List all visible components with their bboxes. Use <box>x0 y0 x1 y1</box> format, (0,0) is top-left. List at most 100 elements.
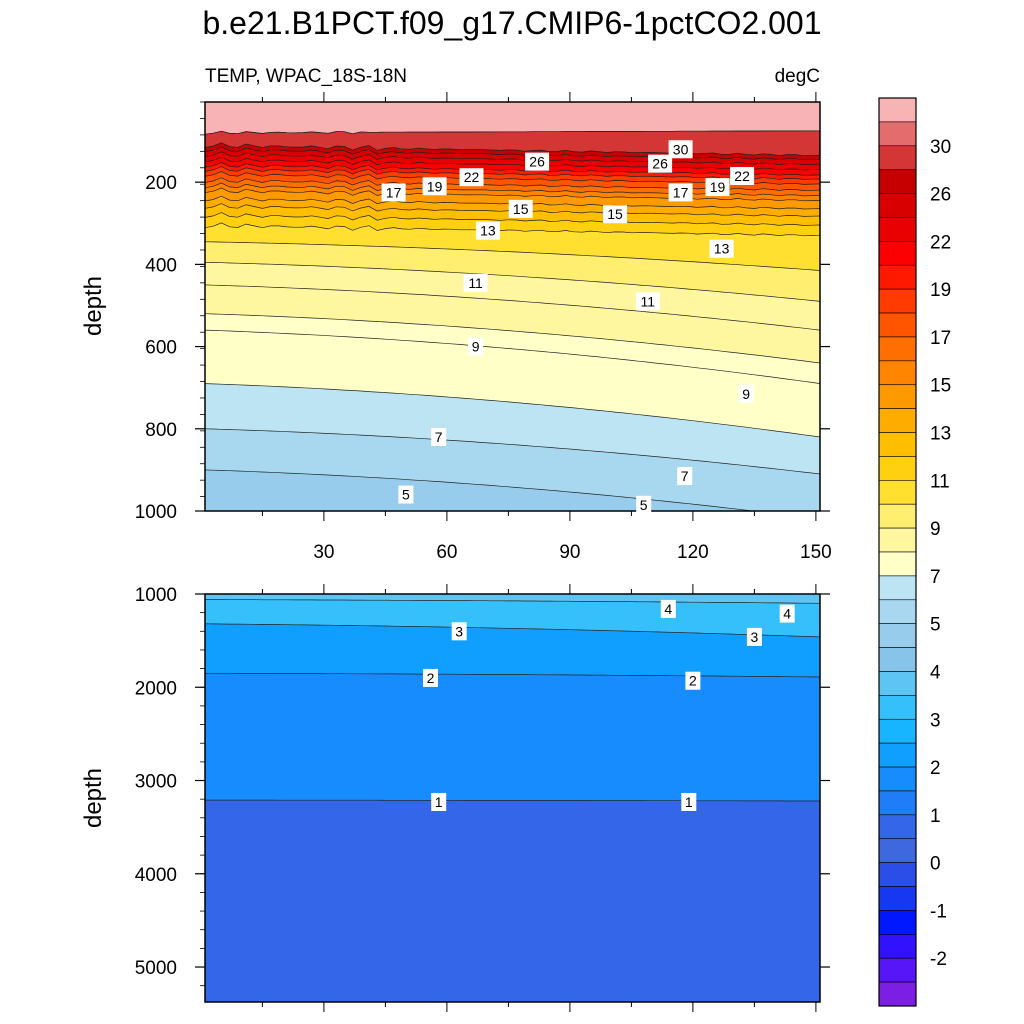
contour-label: 17 <box>673 184 689 200</box>
colorbar-label: 7 <box>930 567 941 588</box>
colorbar-swatch <box>878 456 917 481</box>
contour-label: 19 <box>710 179 726 195</box>
contour-label-box <box>746 627 762 646</box>
colorbar-swatch <box>878 264 917 290</box>
colorbar-swatch <box>878 957 917 983</box>
y-tick-label: 800 <box>145 420 177 441</box>
colorbar-swatch <box>878 121 917 147</box>
isotherm-line <box>205 536 820 552</box>
isotherm-line <box>205 146 820 161</box>
colorbar-swatch <box>878 145 917 170</box>
y-tick-label: 5000 <box>135 958 177 979</box>
isotherm-line <box>205 130 820 135</box>
contour-label-box <box>677 467 693 486</box>
colorbar-swatch <box>878 360 917 386</box>
isotherm-line <box>205 166 820 180</box>
contour-label-box <box>459 168 484 187</box>
colorbar-label: 17 <box>930 328 951 349</box>
colorbar-swatch <box>878 766 917 792</box>
contour-label: 11 <box>468 275 483 291</box>
filled-bands <box>205 594 820 1002</box>
contour-label-box <box>525 152 550 171</box>
contour-label: 4 <box>783 606 791 622</box>
contour-label-box <box>685 671 701 690</box>
colorbar-swatch <box>878 886 917 911</box>
colorbar-label: 1 <box>930 806 941 827</box>
contour-label-box <box>423 668 438 687</box>
contour-label: 1 <box>435 794 443 810</box>
contour-label-box <box>422 177 447 196</box>
colorbar-frame <box>878 97 917 1007</box>
isotherm-line <box>205 428 820 475</box>
colorbar-swatch <box>878 790 917 816</box>
y-tick-label: 200 <box>145 173 177 194</box>
isotherm-line <box>205 623 820 638</box>
colorbar-label: 0 <box>930 854 941 875</box>
isotherm-line <box>205 672 820 678</box>
contour-label: 17 <box>386 184 402 200</box>
y-tick-label: 1000 <box>135 502 177 523</box>
colorbar-label: 15 <box>930 376 951 397</box>
colorbar-swatch <box>878 862 917 887</box>
contour-label-box <box>668 183 693 202</box>
colorbar-swatch <box>878 384 917 409</box>
colorbar-swatch <box>878 551 917 577</box>
isotherm-line <box>205 599 820 604</box>
contour-label: 5 <box>402 487 410 503</box>
isotherm-line <box>205 187 820 202</box>
variable-region-label: TEMP, WPAC_18S-18N <box>205 66 407 87</box>
colorbar-swatch <box>878 312 917 338</box>
contour-label: 7 <box>681 468 689 484</box>
contour-label-box <box>635 292 660 311</box>
colorbar-label: -2 <box>930 949 947 970</box>
x-tick-label: 30 <box>313 542 334 563</box>
contour-label-box <box>475 221 500 240</box>
contour-label-box <box>468 337 484 356</box>
contour-label-box <box>451 622 467 641</box>
contour-label: 13 <box>480 223 496 239</box>
contour-label: 26 <box>529 154 545 170</box>
contour-label-box <box>648 154 673 173</box>
colorbar-label: 19 <box>930 280 951 301</box>
colorbar-label: 30 <box>930 137 951 158</box>
colorbar-swatch <box>878 432 917 457</box>
colorbar-label: 9 <box>930 519 941 540</box>
contour-label: 13 <box>714 241 730 257</box>
colorbar-label: 3 <box>930 710 941 731</box>
contour-label-box <box>381 183 406 202</box>
contour-label: 4 <box>664 601 672 617</box>
contour-label: 9 <box>472 339 480 355</box>
isotherm-line <box>205 142 820 156</box>
isotherm-line <box>205 329 820 384</box>
contour-label: 9 <box>742 386 750 402</box>
contour-label: 2 <box>689 673 697 689</box>
isotherm-line <box>205 313 820 364</box>
colorbar-swatch <box>878 718 917 744</box>
colorbar-label: 22 <box>930 232 951 253</box>
colorbar-swatch <box>878 814 917 840</box>
colorbar-swatch <box>878 838 917 863</box>
colorbar-swatch <box>878 408 917 433</box>
isotherm-line <box>205 241 820 271</box>
contour-label: 3 <box>455 623 463 639</box>
colorbar-swatch <box>878 981 917 1007</box>
colorbar-swatch <box>878 599 917 624</box>
contour-label-box <box>705 178 730 197</box>
colorbar-swatch <box>878 336 917 362</box>
colorbar-label: 2 <box>930 758 941 779</box>
lower-y-axis-title: depth <box>80 768 107 828</box>
contour-label: 15 <box>607 206 623 222</box>
x-tick-label: 60 <box>436 542 457 563</box>
isotherm-line <box>205 151 820 165</box>
contour-label: 30 <box>673 141 689 157</box>
contour-label: 26 <box>652 156 668 172</box>
contour-label: 3 <box>751 629 759 645</box>
contour-label-box <box>431 792 447 811</box>
contour-label-box <box>660 599 676 618</box>
y-tick-label: 1000 <box>135 585 177 606</box>
colorbar-label: -1 <box>930 901 947 922</box>
colorbar-swatch <box>878 623 917 648</box>
isotherm-line <box>205 212 820 226</box>
contour-label-box <box>681 792 697 811</box>
